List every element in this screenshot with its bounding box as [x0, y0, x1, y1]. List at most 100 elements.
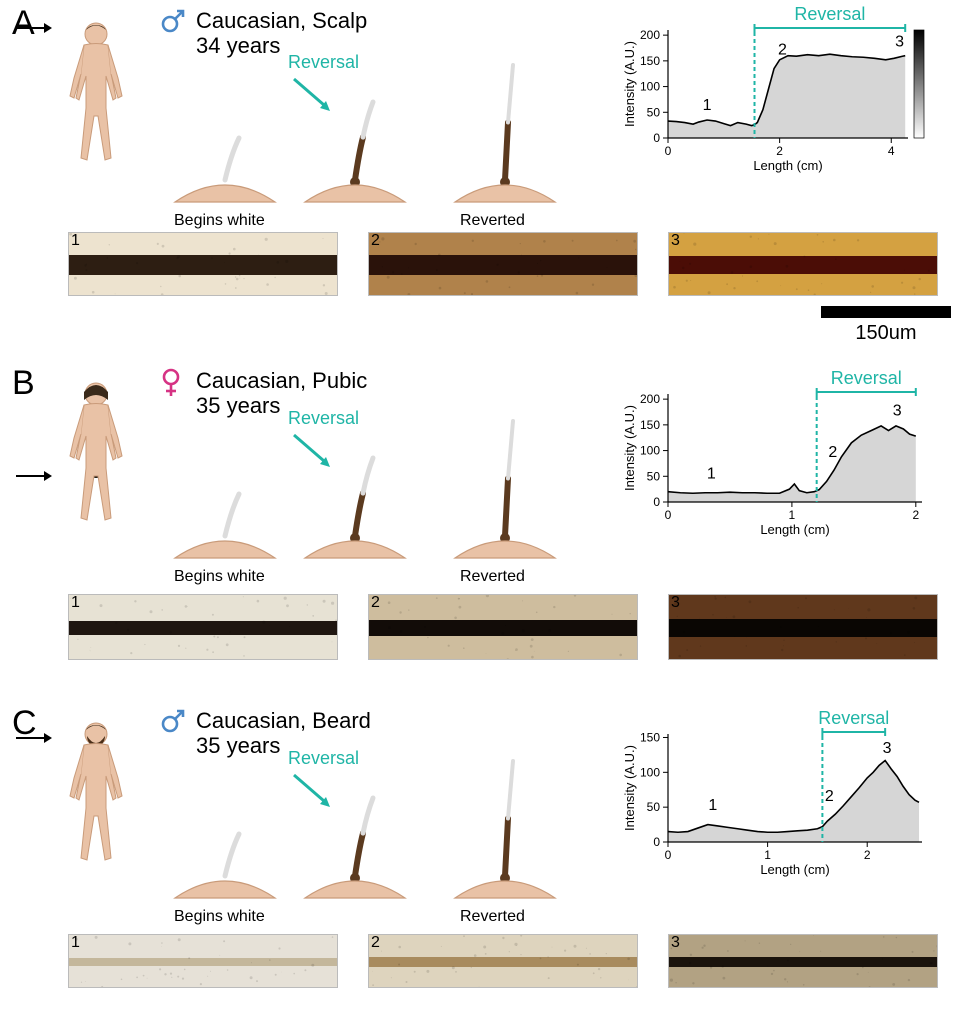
- follicle-reverted: [450, 411, 560, 566]
- follicle-row: Begins whiteRevertedReversal: [170, 756, 590, 906]
- micrograph-number: 1: [71, 934, 80, 952]
- micrograph: 2: [368, 594, 638, 660]
- svg-text:Length (cm): Length (cm): [760, 862, 829, 877]
- begins-white-label: Begins white: [174, 568, 265, 586]
- micrograph-number: 2: [371, 594, 380, 612]
- svg-text:2: 2: [864, 848, 871, 862]
- follicle-row: Begins whiteRevertedReversal: [170, 416, 590, 566]
- svg-text:2: 2: [912, 508, 919, 522]
- micrograph: 2: [368, 934, 638, 988]
- subject-line1: Caucasian, Pubic: [196, 368, 367, 393]
- micrograph-row: 1 2 3: [68, 232, 948, 300]
- micrograph-row: 1 2 3: [68, 934, 948, 992]
- micrograph: 3: [668, 232, 938, 296]
- micrograph: 3: [668, 594, 938, 660]
- svg-text:0: 0: [653, 131, 660, 145]
- micrograph-number: 2: [371, 934, 380, 952]
- micrograph-number: 1: [71, 594, 80, 612]
- svg-text:3: 3: [895, 34, 904, 51]
- svg-text:0: 0: [665, 144, 672, 158]
- svg-text:100: 100: [640, 765, 660, 779]
- follicle-begins-white: [170, 484, 280, 566]
- svg-text:1: 1: [703, 97, 712, 114]
- figure-root: A Caucasian, Scalp34 years Begins whiteR…: [0, 0, 979, 1024]
- chart-wrap: 0 2 4 0 50 100 150 200 Reversal 123 Leng…: [620, 4, 930, 179]
- svg-text:1: 1: [764, 848, 771, 862]
- arrow-icon: [16, 470, 52, 482]
- follicle-reverted: [450, 751, 560, 906]
- svg-text:50: 50: [647, 800, 661, 814]
- intensity-chart: 0 1 2 0 50 100 150 Reversal 123 Length (…: [620, 708, 930, 878]
- reversal-text: Reversal: [288, 748, 359, 769]
- svg-text:0: 0: [653, 835, 660, 849]
- reversal-text: Reversal: [288, 408, 359, 429]
- micrograph-row: 1 2 3: [68, 594, 948, 664]
- svg-text:Reversal: Reversal: [818, 708, 889, 728]
- intensity-chart: 0 1 2 0 50 100 150 200 Reversal 123 Leng…: [620, 368, 930, 538]
- reverted-label: Reverted: [460, 908, 525, 926]
- panel-c: C Caucasian, Beard35 years Begins whiteR…: [0, 700, 979, 1024]
- svg-text:Length (cm): Length (cm): [760, 522, 829, 537]
- panel-a: A Caucasian, Scalp34 years Begins whiteR…: [0, 0, 979, 360]
- body-figure: [56, 8, 136, 183]
- reversal-text: Reversal: [288, 52, 359, 73]
- scale-bar-line: [821, 306, 951, 318]
- svg-text:2: 2: [776, 144, 783, 158]
- svg-text:1: 1: [789, 508, 796, 522]
- follicle-reverted: [450, 55, 560, 210]
- svg-text:50: 50: [647, 469, 661, 483]
- micrograph: 1: [68, 934, 338, 988]
- intensity-chart: 0 2 4 0 50 100 150 200 Reversal 123 Leng…: [620, 4, 930, 174]
- svg-text:2: 2: [825, 788, 834, 805]
- male-icon: [160, 708, 186, 739]
- male-icon: [160, 8, 186, 39]
- chart-wrap: 0 1 2 0 50 100 150 200 Reversal 123 Leng…: [620, 368, 930, 543]
- svg-text:3: 3: [883, 740, 892, 757]
- scale-bar: 150um: [821, 306, 951, 345]
- svg-text:200: 200: [640, 392, 660, 406]
- svg-text:50: 50: [647, 105, 661, 119]
- subject-line1: Caucasian, Scalp: [196, 8, 367, 33]
- svg-text:100: 100: [640, 80, 660, 94]
- svg-text:0: 0: [665, 508, 672, 522]
- svg-text:4: 4: [888, 144, 895, 158]
- micrograph: 3: [668, 934, 938, 988]
- subject-label: Caucasian, Scalp34 years: [196, 8, 367, 59]
- svg-text:0: 0: [653, 495, 660, 509]
- chart-wrap: 0 1 2 0 50 100 150 Reversal 123 Length (…: [620, 708, 930, 883]
- svg-text:Length (cm): Length (cm): [753, 158, 822, 173]
- micrograph: 2: [368, 232, 638, 296]
- svg-text:Reversal: Reversal: [794, 4, 865, 24]
- begins-white-label: Begins white: [174, 212, 265, 230]
- reverted-label: Reverted: [460, 212, 525, 230]
- female-icon: [160, 368, 182, 403]
- micrograph-number: 3: [671, 934, 680, 952]
- panel-b: B Caucasian, Pubic35 years Begins whiteR…: [0, 360, 979, 700]
- micrograph-number: 3: [671, 232, 680, 250]
- body-figure: [56, 368, 136, 543]
- follicle-row: Begins whiteRevertedReversal: [170, 60, 590, 210]
- svg-text:Intensity (A.U.): Intensity (A.U.): [622, 41, 637, 127]
- svg-text:3: 3: [893, 403, 902, 420]
- follicle-begins-white: [170, 128, 280, 210]
- micrograph: 1: [68, 232, 338, 296]
- follicle-begins-white: [170, 824, 280, 906]
- svg-text:150: 150: [640, 54, 660, 68]
- arrow-icon: [16, 732, 52, 744]
- micrograph: 1: [68, 594, 338, 660]
- reversal-label: Reversal: [288, 748, 359, 809]
- reverted-label: Reverted: [460, 568, 525, 586]
- svg-text:150: 150: [640, 418, 660, 432]
- svg-text:Reversal: Reversal: [831, 368, 902, 388]
- micrograph-number: 1: [71, 232, 80, 250]
- reversal-label: Reversal: [288, 52, 359, 113]
- panel-letter: B: [12, 364, 35, 403]
- micrograph-number: 3: [671, 594, 680, 612]
- svg-text:2: 2: [778, 41, 787, 58]
- body-figure: [56, 708, 136, 883]
- svg-text:1: 1: [708, 797, 717, 814]
- reversal-label: Reversal: [288, 408, 359, 469]
- arrow-icon: [16, 22, 52, 34]
- begins-white-label: Begins white: [174, 908, 265, 926]
- svg-text:100: 100: [640, 444, 660, 458]
